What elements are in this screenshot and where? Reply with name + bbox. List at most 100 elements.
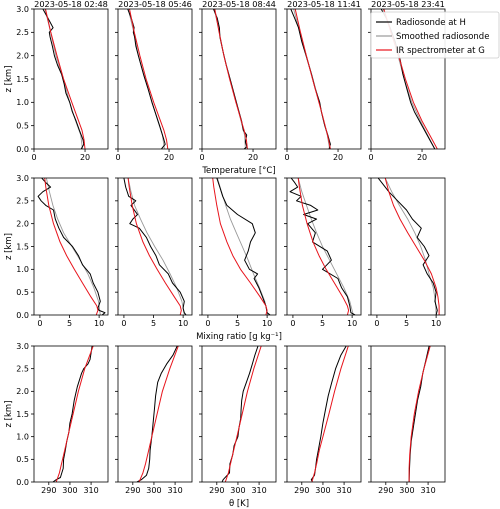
series-line-ir-spectrometer-at-g	[138, 346, 179, 482]
x-tick-label: 20	[248, 153, 258, 162]
series-line-radiosonde-at-h	[290, 9, 331, 149]
series-line-radiosonde-at-h	[42, 9, 85, 149]
x-tick-label: 0	[199, 153, 204, 162]
x-tick-label: 20	[333, 153, 343, 162]
series-line-ir-spectrometer-at-g	[55, 346, 94, 482]
x-axis-label: Mixing ratio [g kg⁻¹]	[196, 332, 282, 342]
x-tick-label: 310	[420, 486, 435, 495]
x-tick-label: 300	[62, 486, 77, 495]
y-tick-label: 0.5	[16, 455, 29, 464]
y-tick-label: 1.0	[16, 432, 29, 441]
legend-box	[370, 11, 500, 59]
series-line-ir-spectrometer-at-g	[224, 346, 262, 482]
panel-title: 2023-05-18 08:44	[202, 0, 276, 9]
x-tick-label: 20	[417, 153, 427, 162]
series-line-ir-spectrometer-at-g	[294, 9, 331, 149]
x-tick-label: 290	[294, 486, 309, 495]
x-tick-label: 10	[262, 319, 272, 328]
panel-title: 2023-05-18 02:48	[34, 0, 108, 9]
panel-potential-temperature-3: 290 300 310	[199, 345, 277, 495]
x-tick-label: 310	[83, 486, 98, 495]
series-line-radiosonde-at-h	[377, 178, 438, 315]
x-tick-label: 5	[235, 319, 240, 328]
x-tick-label: 310	[336, 486, 351, 495]
x-tick-label: 0	[374, 319, 379, 328]
y-tick-label: 2.0	[16, 51, 29, 60]
x-tick-label: 300	[230, 486, 245, 495]
panel-temperature-4: 0 20 2023-05-18 11:41	[284, 0, 362, 162]
y-tick-label: 1.0	[16, 265, 29, 274]
panel-temperature-3: 0 20 2023-05-18 08:44	[199, 0, 277, 162]
x-tick-label: 310	[167, 486, 182, 495]
x-tick-label: 5	[151, 319, 156, 328]
panel-frame	[117, 345, 193, 483]
y-tick-label: 0.5	[16, 288, 29, 297]
x-axis-label: θ [K]	[229, 499, 249, 509]
panel-mixing-ratio-4: 0 5 10	[284, 177, 362, 328]
y-axis-label: z [km]	[4, 233, 14, 260]
x-tick-label: 300	[146, 486, 161, 495]
series-line-ir-spectrometer-at-g	[129, 9, 169, 149]
x-tick-label: 0	[368, 153, 373, 162]
y-tick-label: 0.0	[16, 311, 29, 320]
panel-frame	[201, 177, 277, 316]
legend-label: Radiosonde at H	[396, 18, 466, 28]
panel-frame	[33, 177, 109, 316]
panel-mixing-ratio-1: 0 5 10 0.0 0.5 1.0 1.5 2.0 2.5 3.0	[16, 174, 109, 328]
y-tick-label: 2.5	[16, 197, 29, 206]
y-tick-label: 2.5	[16, 28, 29, 37]
series-line-smoothed-radiosonde	[45, 178, 101, 315]
series-line-smoothed-radiosonde	[297, 178, 354, 315]
series-line-smoothed-radiosonde	[216, 178, 269, 315]
y-tick-label: 0.0	[16, 145, 29, 154]
x-tick-label: 290	[378, 486, 393, 495]
x-tick-label: 10	[347, 319, 357, 328]
x-tick-label: 5	[320, 319, 325, 328]
series-line-smoothed-radiosonde	[384, 178, 437, 315]
panel-title: 2023-05-18 11:41	[287, 0, 361, 9]
legend-label: IR spectrometer at G	[396, 46, 485, 56]
series-line-radiosonde-at-h	[123, 178, 187, 315]
panel-frame	[33, 8, 109, 150]
x-tick-label: 0	[37, 319, 42, 328]
y-axis-label: z [km]	[4, 401, 14, 428]
x-tick-label: 300	[315, 486, 330, 495]
panel-frame	[286, 8, 362, 150]
panel-mixing-ratio-2: 0 5 10	[115, 177, 193, 328]
x-tick-label: 300	[399, 486, 414, 495]
panel-frame	[201, 345, 277, 483]
series-line-ir-spectrometer-at-g	[214, 9, 248, 149]
x-tick-label: 5	[67, 319, 72, 328]
x-tick-label: 10	[94, 319, 104, 328]
x-tick-label: 0	[284, 153, 289, 162]
x-tick-label: 0	[115, 153, 120, 162]
x-tick-label: 10	[178, 319, 188, 328]
series-line-radiosonde-at-h	[136, 346, 178, 482]
panel-frame	[33, 345, 109, 483]
x-tick-label: 10	[431, 319, 441, 328]
series-line-ir-spectrometer-at-g	[45, 9, 86, 149]
series-line-ir-spectrometer-at-g	[384, 178, 440, 315]
y-tick-label: 3.0	[16, 5, 29, 14]
panel-potential-temperature-5: 290 300 310	[368, 345, 446, 495]
panel-frame	[201, 8, 277, 150]
x-tick-label: 0	[121, 319, 126, 328]
series-line-radiosonde-at-h	[289, 178, 356, 315]
x-tick-label: 20	[80, 153, 90, 162]
x-tick-label: 20	[164, 153, 174, 162]
panel-potential-temperature-4: 290 300 310	[284, 345, 362, 495]
series-line-radiosonde-at-h	[221, 346, 259, 482]
series-line-radiosonde-at-h	[216, 178, 271, 315]
panel-frame	[370, 345, 446, 483]
panel-temperature-2: 0 20 2023-05-18 05:46	[115, 0, 193, 162]
x-tick-label: 0	[31, 153, 36, 162]
series-line-ir-spectrometer-at-g	[212, 178, 268, 315]
y-tick-label: 2.0	[16, 219, 29, 228]
series-line-radiosonde-at-h	[37, 178, 106, 315]
y-tick-label: 3.0	[16, 174, 29, 183]
x-tick-label: 0	[290, 319, 295, 328]
series-line-ir-spectrometer-at-g	[297, 178, 350, 315]
panel-mixing-ratio-3: 0 5 10	[199, 177, 277, 328]
panel-frame	[286, 177, 362, 316]
